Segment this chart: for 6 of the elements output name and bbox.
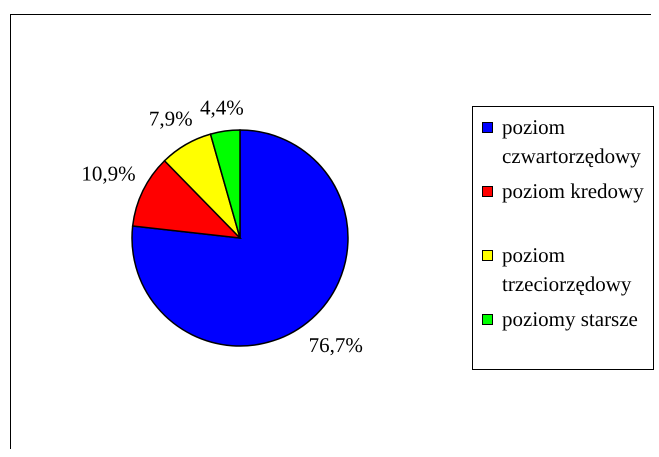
legend-label: poziomy starsze [502,306,639,333]
data-label: 4,4% [200,95,244,120]
data-label: 7,9% [148,106,193,131]
data-label: 76,7% [308,333,363,358]
legend-label: poziom kredowy [502,178,645,205]
data-label: 10,9% [81,162,136,186]
